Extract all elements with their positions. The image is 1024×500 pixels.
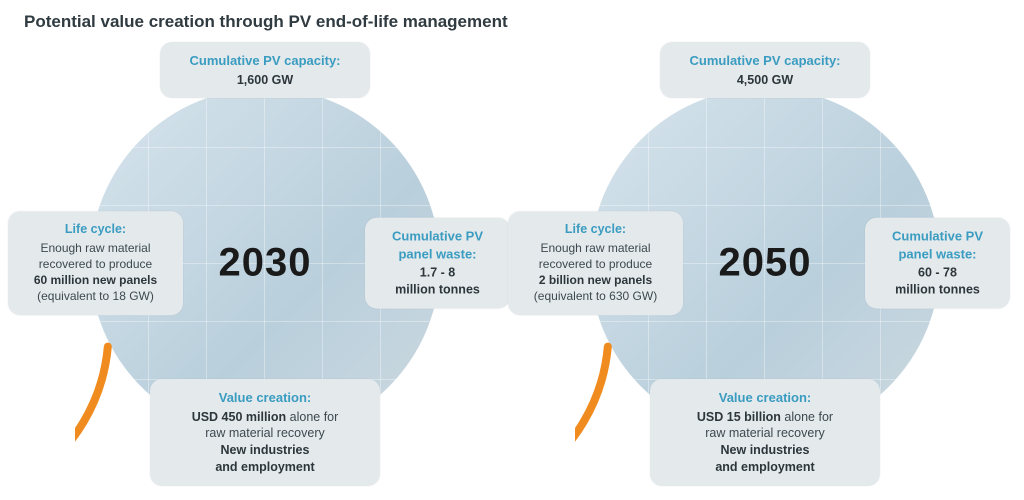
value-line4: and employment — [715, 460, 814, 474]
waste-value-1: 60 - 78 — [918, 266, 957, 280]
value-label: Value creation: — [662, 389, 868, 407]
lifecycle-line3: 60 million new panels — [34, 273, 157, 287]
waste-label: Cumulative PV panel waste: — [377, 228, 498, 263]
capacity-value: 1,600 GW — [237, 73, 293, 87]
value-line3: New industries — [221, 443, 310, 457]
lifecycle-line2: recovered to produce — [539, 257, 652, 271]
value-box: Value creation: USD 450 million alone fo… — [150, 379, 380, 486]
lifecycle-box: Life cycle: Enough raw material recovere… — [508, 211, 683, 315]
value-label: Value creation: — [162, 389, 368, 407]
lifecycle-box: Life cycle: Enough raw material recovere… — [8, 211, 183, 315]
capacity-box: Cumulative PV capacity: 1,600 GW — [160, 42, 370, 98]
value-box: Value creation: USD 15 billion alone for… — [650, 379, 880, 486]
lifecycle-line3: 2 billion new panels — [539, 273, 652, 287]
value-amount: USD 450 million — [192, 410, 286, 424]
lifecycle-line1: Enough raw material — [540, 241, 650, 255]
capacity-label: Cumulative PV capacity: — [672, 52, 858, 70]
waste-label: Cumulative PV panel waste: — [877, 228, 998, 263]
chart-2050: 2050 Cumulative PV capacity: 4,500 GW Cu… — [530, 38, 1000, 488]
waste-box: Cumulative PV panel waste: 60 - 78 milli… — [865, 218, 1010, 309]
capacity-box: Cumulative PV capacity: 4,500 GW — [660, 42, 870, 98]
lifecycle-label: Life cycle: — [20, 221, 171, 238]
lifecycle-line4: (equivalent to 18 GW) — [37, 290, 154, 304]
chart-2030: 2030 Cumulative PV capacity: 1,600 GW Cu… — [30, 38, 500, 488]
year-label: 2050 — [719, 241, 812, 286]
lifecycle-label: Life cycle: — [520, 221, 671, 238]
value-amount: USD 15 billion — [697, 410, 781, 424]
year-label: 2030 — [219, 241, 312, 286]
value-line3: New industries — [721, 443, 810, 457]
waste-value-2: million tonnes — [395, 283, 480, 297]
value-line2: raw material recovery — [705, 426, 824, 440]
lifecycle-line2: recovered to produce — [39, 257, 152, 271]
value-line4: and employment — [215, 460, 314, 474]
lifecycle-line1: Enough raw material — [40, 241, 150, 255]
capacity-label: Cumulative PV capacity: — [172, 52, 358, 70]
value-line2: raw material recovery — [205, 426, 324, 440]
capacity-value: 4,500 GW — [737, 73, 793, 87]
waste-box: Cumulative PV panel waste: 1.7 - 8 milli… — [365, 218, 510, 309]
lifecycle-line4: (equivalent to 630 GW) — [534, 290, 657, 304]
value-post: alone for — [781, 410, 833, 424]
waste-value-2: million tonnes — [895, 283, 980, 297]
waste-value-1: 1.7 - 8 — [420, 266, 455, 280]
value-post: alone for — [286, 410, 338, 424]
page-title: Potential value creation through PV end-… — [24, 12, 508, 32]
